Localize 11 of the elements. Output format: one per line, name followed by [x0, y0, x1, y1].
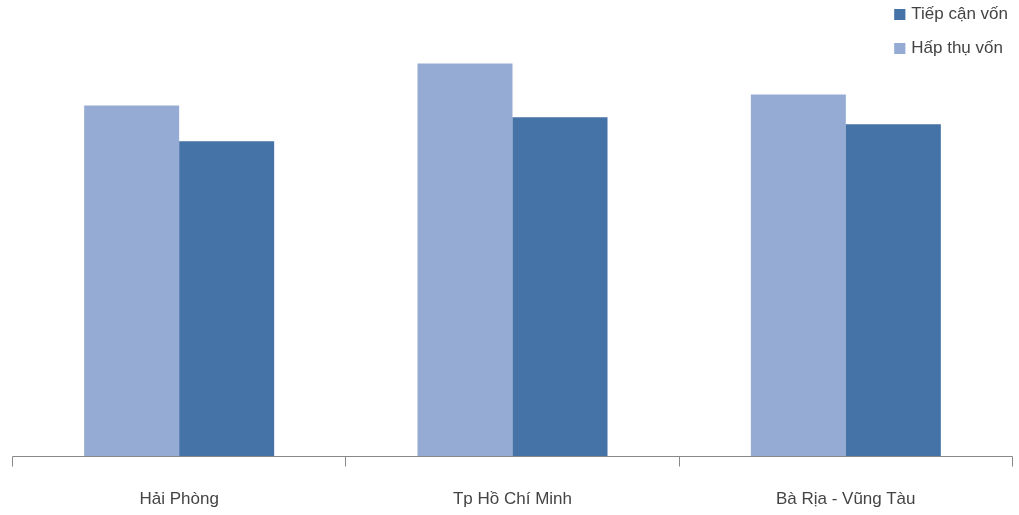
bar: [750, 94, 846, 457]
bar: [417, 63, 513, 457]
bar: [84, 105, 180, 457]
legend-label: Hấp thụ vốn: [911, 38, 1003, 58]
x-tick-label: Bà Rịa - Vũng Tàu: [775, 488, 916, 508]
x-tick-label: Tp Hồ Chí Minh: [452, 488, 573, 508]
bar: [179, 141, 275, 457]
legend-label: Tiếp cận vốn: [911, 4, 1008, 24]
x-tick-label: Hải Phòng: [139, 488, 219, 508]
bar: [512, 117, 608, 457]
bar: [845, 124, 941, 457]
